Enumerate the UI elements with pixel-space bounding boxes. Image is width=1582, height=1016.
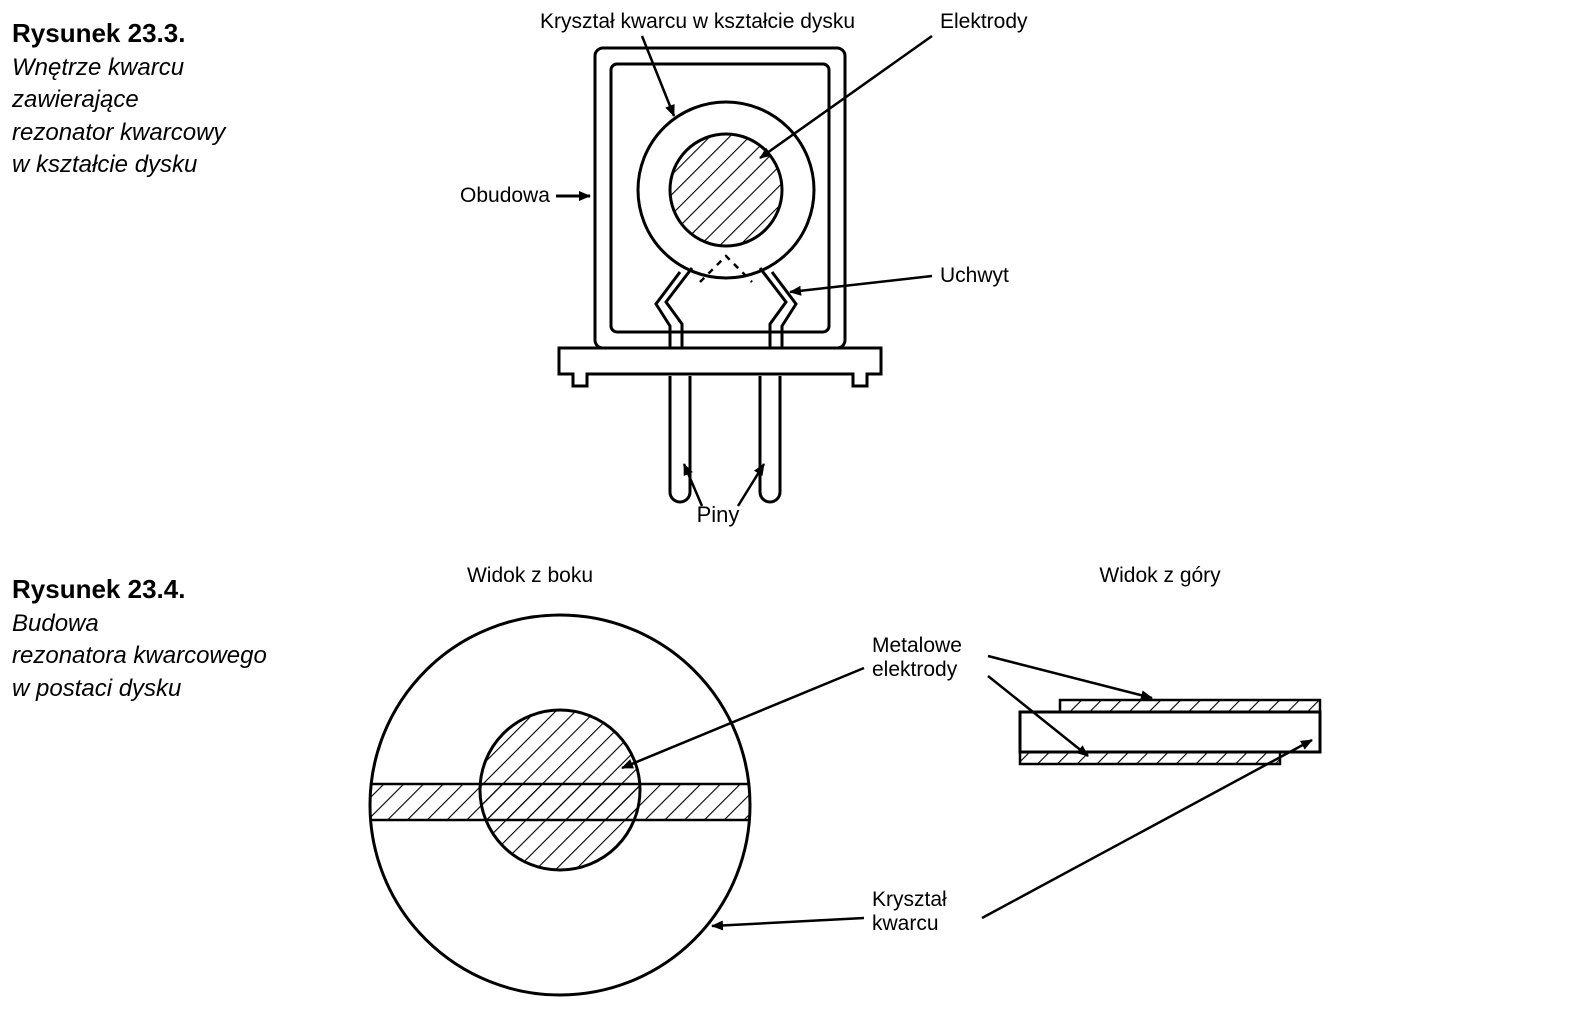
pin-left: [670, 376, 690, 502]
figure2-caption-line: rezonatora kwarcowego: [12, 642, 267, 669]
label-pins: Piny: [697, 502, 740, 527]
figure2-caption: Budowa rezonatora kwarcowego w postaci d…: [12, 608, 267, 705]
figure2-caption-line: w postaci dysku: [12, 675, 181, 702]
pin-right: [760, 376, 780, 502]
electrode-disk: [670, 134, 782, 246]
figure2-diagram: Widok z boku Widok z góry Metalowe elekt…: [330, 560, 1560, 1015]
quartz-slab-top: [1020, 712, 1320, 752]
figure1-caption-line: w kształcie dysku: [12, 151, 197, 178]
label-metal-electrodes-l2: elektrody: [872, 658, 958, 681]
arrow-crystal-to-side: [712, 918, 864, 926]
electrode-top-bar: [1060, 700, 1320, 712]
figure1-caption-line: zawierające: [12, 86, 139, 113]
label-side-view: Widok z boku: [467, 564, 593, 587]
page: Rysunek 23.3. Wnętrze kwarcu zawierające…: [0, 0, 1582, 1016]
label-metal-electrodes-l1: Metalowe: [872, 634, 962, 657]
case-base: [559, 348, 881, 386]
figure1-title: Rysunek 23.3.: [12, 18, 185, 49]
label-holder: Uchwyt: [940, 264, 1009, 287]
label-case: Obudowa: [460, 184, 550, 207]
figure1-caption-line: rezonator kwarcowy: [12, 119, 225, 146]
label-top-view: Widok z góry: [1099, 564, 1221, 587]
figure1-diagram: Kryształ kwarcu w kształcie dysku Elektr…: [430, 0, 1150, 535]
arrow-holder: [790, 276, 932, 292]
figure1-caption-line: Wnętrze kwarcu: [12, 54, 184, 81]
label-crystal: Kryształ kwarcu w kształcie dysku: [540, 10, 855, 33]
arrow-crystal-to-top: [982, 740, 1312, 918]
holder-left: [656, 268, 692, 348]
electrode-bottom-bar: [1020, 752, 1280, 764]
label-crystal-l1: Kryształ: [872, 888, 947, 911]
holder-right: [760, 268, 796, 348]
label-electrodes: Elektrody: [940, 10, 1028, 33]
figure2-title: Rysunek 23.4.: [12, 574, 185, 605]
figure2-caption-line: Budowa: [12, 610, 99, 637]
figure1-caption: Wnętrze kwarcu zawierające rezonator kwa…: [12, 52, 225, 182]
electrode-circle-side: [480, 710, 640, 870]
arrow-metal-to-top1: [988, 656, 1152, 698]
label-crystal-l2: kwarcu: [872, 912, 939, 935]
